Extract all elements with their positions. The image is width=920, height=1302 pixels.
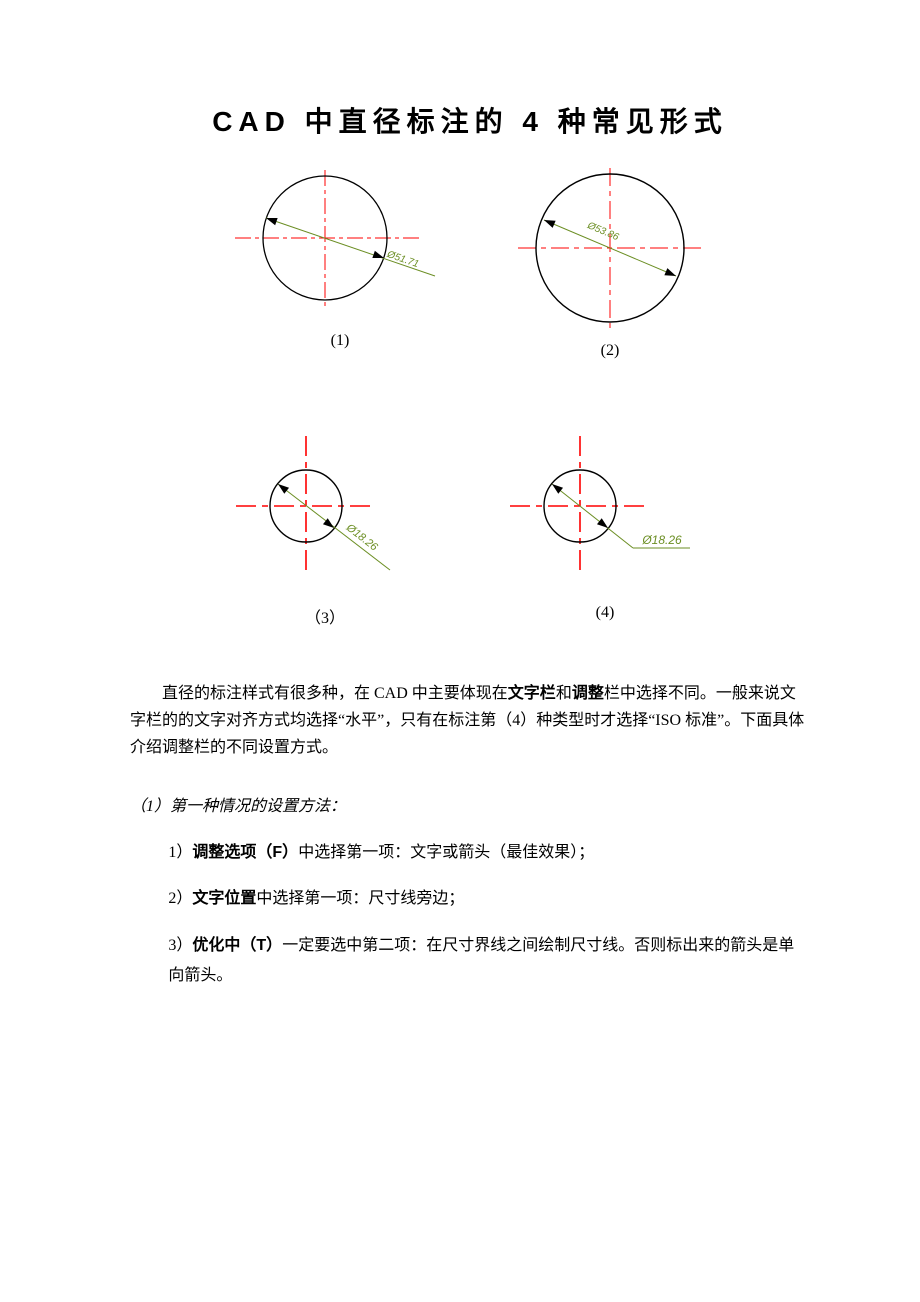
section-1-heading: （1）第一种情况的设置方法： <box>130 792 810 822</box>
text: 直径的标注样式有很多种，在 CAD 中主要体现在 <box>162 685 508 702</box>
bold-text: 调整 <box>572 685 604 702</box>
text: 中选择第一项：文字或箭头（最佳效果）； <box>298 844 594 861</box>
figure-4: Ø18.26 (4) <box>490 420 720 628</box>
spacer <box>130 370 810 420</box>
text: 中选择第一项：尺寸线旁边； <box>256 890 464 907</box>
section-1-item-2: 2）文字位置中选择第一项：尺寸线旁边； <box>168 884 810 914</box>
figure-1-caption: (1) <box>331 332 350 350</box>
text: 和 <box>556 685 572 702</box>
svg-text:Ø51.71: Ø51.71 <box>385 249 421 270</box>
page-title: CAD 中直径标注的 4 种常见形式 <box>130 100 810 140</box>
text: 1） <box>168 844 192 861</box>
figure-4-caption: (4) <box>596 604 615 622</box>
figure-row-2: Ø18.26 （3） Ø18.26 (4) <box>130 420 810 628</box>
text: 2） <box>168 890 192 907</box>
figure-3-caption: （3） <box>305 604 345 628</box>
figure-3: Ø18.26 （3） <box>220 420 430 628</box>
figure-1: Ø51.71 (1) <box>230 168 450 360</box>
bold-text: 文字栏 <box>508 685 556 702</box>
figure-row-1: Ø51.71 (1) Ø53.86 (2) <box>130 168 810 360</box>
diagram-1: Ø51.71 <box>230 168 450 328</box>
bold-text: 调整选项（F） <box>192 844 298 861</box>
figure-2-caption: (2) <box>601 342 620 360</box>
svg-text:Ø18.26: Ø18.26 <box>343 521 380 554</box>
document-page: CAD 中直径标注的 4 种常见形式 Ø51.71 (1) Ø53.86 (2)… <box>0 0 920 1068</box>
text: 3） <box>168 937 192 954</box>
section-1-item-1: 1）调整选项（F）中选择第一项：文字或箭头（最佳效果）； <box>168 838 810 868</box>
diagram-3: Ø18.26 <box>220 420 430 600</box>
spacer <box>130 638 810 664</box>
intro-paragraph: 直径的标注样式有很多种，在 CAD 中主要体现在文字栏和调整栏中选择不同。一般来… <box>130 680 810 762</box>
diagram-2: Ø53.86 <box>510 168 710 338</box>
bold-text: 优化中（T） <box>192 937 282 954</box>
section-1-item-3: 3）优化中（T）一定要选中第二项：在尺寸界线之间绘制尺寸线。否则标出来的箭头是单… <box>168 931 810 992</box>
diagram-4: Ø18.26 <box>490 420 720 600</box>
svg-text:Ø18.26: Ø18.26 <box>641 533 682 547</box>
figure-2: Ø53.86 (2) <box>510 168 710 360</box>
bold-text: 文字位置 <box>192 890 256 907</box>
